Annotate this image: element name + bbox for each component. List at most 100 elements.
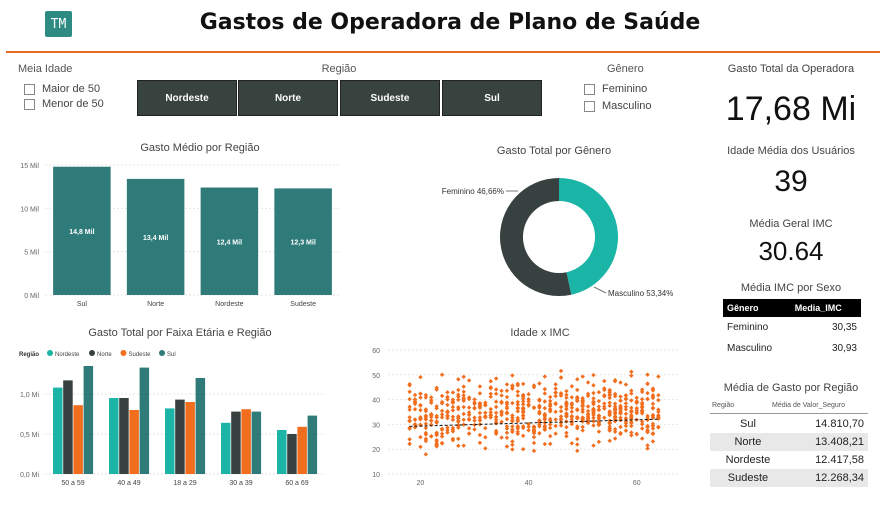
- region-button-sul[interactable]: Sul: [442, 80, 542, 116]
- scatter-points: [407, 368, 661, 457]
- scatter-point: [434, 419, 439, 424]
- checkbox-box[interactable]: [24, 83, 35, 95]
- scatter-point: [553, 417, 558, 422]
- region-button-norte[interactable]: Norte: [238, 80, 338, 116]
- scatter-point: [548, 433, 553, 439]
- checkbox-box[interactable]: [584, 100, 595, 112]
- scatter-point: [596, 390, 602, 395]
- scatter-point: [602, 401, 607, 406]
- col-regiao[interactable]: Região: [712, 402, 735, 409]
- scatter-point: [439, 434, 445, 439]
- scatter-point: [569, 441, 575, 446]
- scatter-point: [575, 436, 580, 442]
- checkbox-box[interactable]: [24, 98, 35, 110]
- scatter-point: [461, 422, 466, 427]
- scatter-point: [493, 387, 499, 392]
- scatter-point: [520, 413, 526, 418]
- scatter-point: [504, 400, 510, 405]
- scatter-point: [656, 374, 661, 379]
- x-tick-label: 30 a 39: [229, 480, 252, 487]
- scatter-point: [558, 416, 564, 422]
- checkbox-box[interactable]: [584, 83, 595, 95]
- gasto-regiao-header: Região Média de Valor_Seguro: [712, 402, 868, 409]
- table-row: Sul 14.810,70: [739, 418, 864, 430]
- kpi-gasto-total-value: 17,68 Mi: [725, 90, 857, 128]
- scatter-point: [504, 394, 510, 400]
- y-tick-label: 60: [372, 348, 380, 355]
- scatter-point: [461, 389, 466, 394]
- table-row: Masculino 30,93: [727, 343, 857, 354]
- legend-title: Região: [19, 352, 39, 358]
- scatter-point: [639, 387, 645, 392]
- scatter-point: [488, 406, 493, 412]
- scatter-point: [407, 415, 412, 420]
- genero-label: Gênero: [607, 63, 644, 75]
- scatter-point: [564, 392, 569, 398]
- bar: [307, 415, 318, 474]
- x-tick-label: 60: [633, 480, 641, 487]
- scatter-point: [499, 435, 504, 440]
- scatter-point: [548, 425, 553, 431]
- scatter-point: [629, 369, 634, 375]
- gasto-regiao-table: Sul 14.810,70 Norte 13.408,21 Nordeste 12.4…: [710, 415, 868, 487]
- scatter-point: [407, 396, 412, 402]
- scatter-point: [607, 438, 612, 444]
- scatter-point: [461, 393, 466, 398]
- chart-idade-imc-title: Idade x IMC: [510, 327, 570, 339]
- bar: [231, 411, 241, 474]
- scatter-point: [623, 401, 629, 406]
- scatter-point: [623, 428, 629, 433]
- scatter-point: [656, 397, 661, 403]
- scatter-point: [445, 394, 450, 400]
- scatter-point: [542, 386, 548, 392]
- scatter-point: [456, 392, 461, 397]
- scatter-point: [483, 446, 488, 451]
- y-tick-label: 30: [372, 422, 380, 429]
- scatter-point: [429, 412, 434, 418]
- scatter-point: [623, 404, 629, 409]
- scatter-point: [477, 440, 483, 445]
- scatter-point: [634, 399, 639, 405]
- scatter-point: [612, 404, 618, 409]
- scatter-point: [423, 436, 429, 442]
- scatter-point: [520, 416, 526, 421]
- col-media-imc[interactable]: Media_IMC: [790, 299, 861, 317]
- scatter-point: [466, 378, 472, 383]
- imc-sexo-title: Média IMC por Sexo: [740, 282, 842, 294]
- scatter-point: [450, 425, 456, 431]
- scatter-point: [558, 404, 564, 410]
- scatter-point: [423, 421, 429, 426]
- scatter-point: [656, 407, 661, 412]
- y-tick-label: 15 Mil: [20, 163, 39, 170]
- col-media-valor[interactable]: Média de Valor_Seguro: [772, 402, 846, 409]
- table-row: Norte 13.408,21: [710, 433, 868, 451]
- scatter-point: [515, 399, 520, 405]
- scatter-point: [520, 446, 526, 452]
- kpi-gasto-total-label: Gasto Total da Operadora: [727, 63, 855, 75]
- scatter-point: [445, 390, 450, 395]
- checkbox-feminino[interactable]: Feminino: [584, 83, 647, 95]
- chart-genero-donut: Feminino 46,66% Masculino 53,34%: [442, 178, 673, 298]
- scatter-point: [429, 418, 434, 424]
- col-genero[interactable]: Gênero: [723, 299, 791, 317]
- scatter-point: [520, 399, 526, 404]
- scatter-point: [407, 426, 412, 431]
- scatter-point: [450, 404, 456, 410]
- checkbox-maior-50[interactable]: Maior de 50: [24, 83, 100, 95]
- legend-label: Sudeste: [129, 352, 152, 358]
- scatter-point: [418, 444, 423, 450]
- scatter-point: [596, 404, 602, 409]
- scatter-point: [531, 434, 537, 440]
- region-button-sudeste[interactable]: Sudeste: [340, 80, 440, 116]
- scatter-point: [510, 373, 515, 378]
- scatter-point: [504, 426, 510, 431]
- bar: [63, 380, 73, 474]
- checkbox-masculino[interactable]: Masculino: [584, 100, 652, 112]
- checkbox-menor-50[interactable]: Menor de 50: [24, 98, 104, 110]
- region-button-nordeste[interactable]: Nordeste: [137, 80, 237, 116]
- scatter-point: [450, 429, 456, 434]
- scatter-point: [445, 397, 450, 402]
- scatter-point: [445, 415, 450, 421]
- bar: [287, 434, 297, 474]
- scatter-point: [450, 408, 456, 413]
